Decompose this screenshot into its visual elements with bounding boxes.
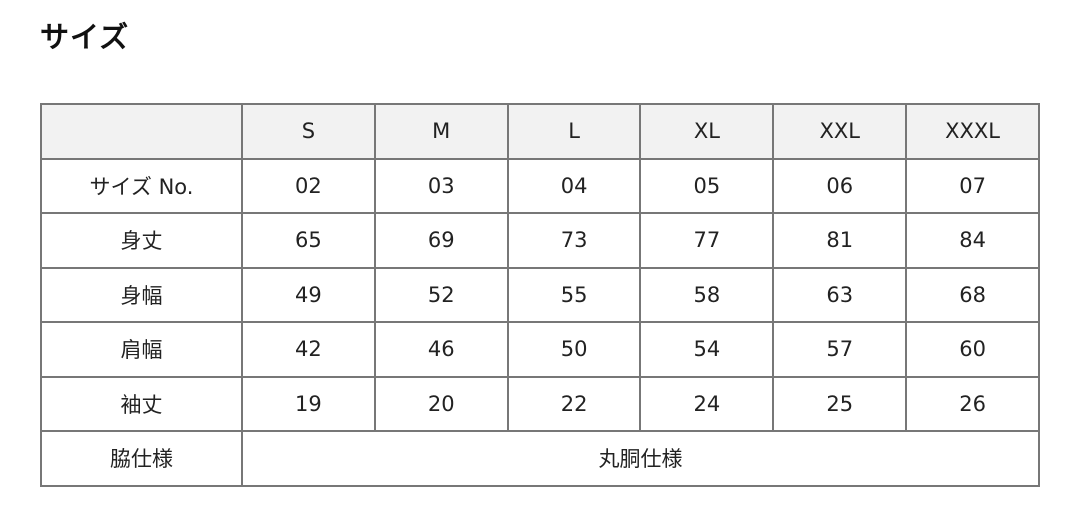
- value-cell: 77: [639, 212, 775, 269]
- value-cell: XXL: [772, 103, 908, 160]
- value-cell: 57: [772, 321, 908, 378]
- value-cell: S: [241, 103, 376, 160]
- value-cell: L: [506, 103, 642, 160]
- row-label-cell: 肩幅: [40, 321, 243, 378]
- row-label-cell: 身丈: [40, 212, 243, 269]
- value-cell: 06: [772, 157, 908, 214]
- row-label-cell: 袖丈: [40, 375, 243, 432]
- value-cell: 20: [373, 375, 509, 432]
- value-cell: 04: [506, 157, 642, 214]
- value-cell: 84: [905, 212, 1040, 269]
- value-cell: 63: [772, 266, 908, 323]
- value-cell: 05: [639, 157, 775, 214]
- value-cell: 19: [241, 375, 376, 432]
- value-cell: 68: [905, 266, 1040, 323]
- value-cell: 24: [639, 375, 775, 432]
- value-cell: 丸胴仕様: [241, 430, 1040, 487]
- value-cell: 46: [373, 321, 509, 378]
- size-table: S M L XL XXL XXXL サイズ No. 02 03 04 05 06 07 身丈 65 69 73 7…: [40, 103, 1040, 487]
- value-cell: 54: [639, 321, 775, 378]
- value-cell: 22: [506, 375, 642, 432]
- table-row: サイズ No. 02 03 04 05 06 07: [40, 157, 1040, 214]
- value-cell: 02: [241, 157, 376, 214]
- page-title: サイズ: [40, 20, 130, 54]
- value-cell: M: [373, 103, 509, 160]
- value-cell: 07: [905, 157, 1040, 214]
- value-cell: 42: [241, 321, 376, 378]
- table-row: 身丈 65 69 73 77 81 84: [40, 212, 1040, 269]
- table-row: 肩幅 42 46 50 54 57 60: [40, 321, 1040, 378]
- table-header-row: S M L XL XXL XXXL: [40, 103, 1040, 160]
- row-label-cell: 脇仕様: [40, 430, 243, 487]
- value-cell: 60: [905, 321, 1040, 378]
- value-cell: 69: [373, 212, 509, 269]
- value-cell: 73: [506, 212, 642, 269]
- value-cell: 55: [506, 266, 642, 323]
- value-cell: 58: [639, 266, 775, 323]
- value-cell: XL: [639, 103, 775, 160]
- row-label-cell: 身幅: [40, 266, 243, 323]
- row-label-cell: [40, 103, 243, 160]
- value-cell: 81: [772, 212, 908, 269]
- value-cell: 52: [373, 266, 509, 323]
- value-cell: 50: [506, 321, 642, 378]
- value-cell: XXXL: [905, 103, 1040, 160]
- value-cell: 49: [241, 266, 376, 323]
- value-cell: 65: [241, 212, 376, 269]
- table-row: 袖丈 19 20 22 24 25 26: [40, 375, 1040, 432]
- table-row: 身幅 49 52 55 58 63 68: [40, 266, 1040, 323]
- value-cell: 03: [373, 157, 509, 214]
- row-label-cell: サイズ No.: [40, 157, 243, 214]
- value-cell: 25: [772, 375, 908, 432]
- value-cell: 26: [905, 375, 1040, 432]
- table-row: 脇仕様 丸胴仕様: [40, 430, 1040, 487]
